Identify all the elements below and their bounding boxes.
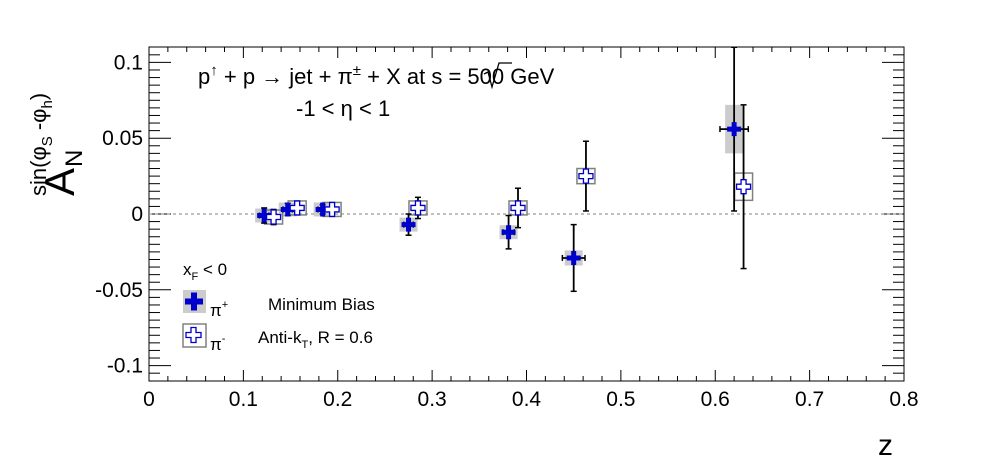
reaction-annotation: p↑ + p → jet + π± + X at s = 500 GeV (198, 62, 555, 89)
legend-filled-cross (185, 292, 203, 311)
pi-minus-point (510, 200, 526, 216)
pi-plus-point (727, 122, 742, 137)
y-tick-label: -0.05 (95, 279, 143, 302)
legend-entry-2-desc: Anti-kT, R = 0.6 (258, 328, 373, 351)
pi-plus-point (501, 225, 516, 240)
y-axis-sup-sub1: S (39, 136, 56, 146)
legend-header: xF < 0 (183, 260, 227, 283)
x-tick-label: 0.6 (701, 388, 730, 411)
x-tick-label: 0.5 (606, 388, 635, 411)
x-tick-label: 0.7 (795, 388, 824, 411)
x-axis-title: z (878, 429, 893, 462)
y-axis-title-main: A (36, 168, 83, 196)
y-axis-sup-mid: -φ (26, 109, 51, 137)
y-axis-sup-sub2: h (39, 100, 56, 108)
x-tick-label: 0.3 (418, 388, 447, 411)
legend-entry-1-label: π+ (210, 299, 228, 320)
y-axis-sup-close: ) (26, 93, 51, 100)
pi-minus-point (735, 179, 752, 195)
y-tick-label: 0 (131, 203, 143, 226)
legend-open-cross (185, 326, 202, 344)
y-tick-label: 0.1 (114, 51, 143, 74)
pi-plus-point (566, 250, 581, 265)
y-axis-sup-fn: sin(φ (26, 146, 51, 196)
x-tick-label: 0.8 (889, 388, 918, 411)
pi-plus-point (257, 208, 272, 223)
y-tick-label: -0.1 (107, 355, 143, 378)
pi-plus-point (401, 217, 416, 232)
axis-ticks: 0 0.1 0.2 0.3 0.4 0.5 0.6 0.7 0.8 -0.1 -0.05 0 0.05 0… (95, 47, 919, 411)
pi-minus-point (265, 209, 282, 225)
x-tick-label: 0.2 (323, 388, 352, 411)
pi-minus-point (289, 200, 305, 216)
pi-minus-point (410, 200, 426, 216)
data-markers (257, 122, 752, 265)
y-axis-title: A N sin(φS -φh) (26, 93, 88, 196)
legend: xF < 0 π+ Minimum Bias π- Anti-kT, R = 0… (182, 260, 375, 354)
pi-minus-point (578, 168, 594, 184)
pi-plus-point (315, 202, 330, 217)
x-tick-label: 0 (143, 388, 155, 411)
x-tick-label: 0.4 (512, 388, 542, 411)
sqrt-sign (483, 62, 512, 90)
y-tick-label: 0.05 (102, 127, 143, 150)
legend-open-swatch-box (182, 323, 207, 348)
systematic-boxes (255, 104, 754, 266)
pi-plus-point (280, 202, 295, 217)
svg-text:sin(φS -φh): sin(φS -φh) (26, 93, 56, 196)
pi-minus-point (324, 201, 340, 218)
legend-entry-1-desc: Minimum Bias (268, 295, 375, 314)
eta-range-annotation: -1 < η < 1 (296, 96, 390, 121)
sqrt-arg: s (431, 64, 442, 89)
x-tick-label: 0.1 (229, 388, 258, 411)
legend-entry-2-label: π- (210, 333, 226, 354)
y-axis-title-sub: N (61, 150, 88, 167)
